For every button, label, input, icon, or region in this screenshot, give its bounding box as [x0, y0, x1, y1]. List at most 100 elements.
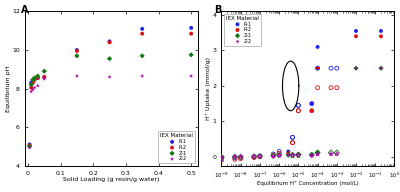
Legend: R-1, R-2, Z-1, Z-2: R-1, R-2, Z-1, Z-2	[224, 14, 261, 46]
Point	[270, 155, 276, 158]
Point	[334, 86, 340, 89]
X-axis label: Equilibrium H⁺ Concentration (mol/L): Equilibrium H⁺ Concentration (mol/L)	[257, 181, 359, 186]
Point	[276, 152, 282, 155]
Point	[270, 154, 276, 157]
R-1	[378, 29, 384, 32]
Z-1	[308, 153, 315, 156]
Point	[328, 86, 334, 89]
Point	[295, 154, 302, 157]
Point	[314, 152, 321, 156]
Point	[289, 136, 296, 139]
Point	[308, 109, 315, 112]
Z-1	[139, 54, 145, 57]
Z-2	[378, 67, 384, 70]
Point	[289, 141, 296, 144]
Point	[289, 154, 296, 157]
Point	[308, 102, 315, 105]
Point	[314, 151, 321, 154]
Z-2	[139, 74, 145, 78]
Point	[251, 155, 257, 158]
Point	[334, 151, 340, 154]
Point	[251, 155, 257, 158]
Point	[295, 153, 302, 156]
Z-2	[28, 90, 34, 93]
Y-axis label: Equilibrium pH: Equilibrium pH	[6, 65, 10, 112]
Point	[276, 154, 282, 157]
Text: B: B	[214, 5, 222, 15]
Point	[232, 158, 238, 161]
Point	[238, 157, 244, 160]
Z-2	[285, 154, 292, 157]
Z-1	[34, 74, 41, 78]
Point	[218, 155, 225, 158]
Point	[270, 152, 276, 156]
Point	[295, 109, 302, 112]
Point	[289, 154, 296, 157]
Z-1	[74, 54, 80, 57]
Point	[251, 155, 257, 158]
Point	[257, 155, 263, 158]
R-1	[188, 26, 194, 29]
Z-2	[106, 75, 113, 79]
Point	[276, 154, 282, 157]
Z-1	[378, 67, 384, 70]
Point	[308, 154, 315, 157]
X-axis label: Solid Loading (g resin/g water): Solid Loading (g resin/g water)	[63, 177, 159, 182]
Point	[295, 153, 302, 156]
R-2	[26, 144, 33, 147]
Point	[314, 86, 321, 89]
R-2	[139, 32, 145, 35]
Point	[238, 155, 244, 158]
R-2	[353, 35, 359, 38]
R-1	[139, 27, 145, 30]
R-1	[106, 40, 113, 43]
Text: A: A	[21, 5, 29, 15]
Z-1	[106, 57, 113, 60]
R-2	[34, 76, 41, 79]
Z-1	[26, 145, 33, 148]
Point	[257, 155, 263, 158]
Point	[308, 153, 315, 156]
Z-1	[285, 154, 292, 157]
Point	[334, 152, 340, 156]
Point	[218, 159, 225, 162]
Legend: R-1, R-2, Z-1, Z-2: R-1, R-2, Z-1, Z-2	[158, 132, 195, 163]
Point	[232, 156, 238, 159]
R-2	[285, 152, 292, 155]
R-1	[30, 78, 36, 81]
Point	[328, 152, 334, 156]
Point	[238, 155, 244, 158]
Point	[238, 156, 244, 159]
R-1	[285, 150, 292, 153]
R-1	[26, 143, 33, 146]
Point	[289, 154, 296, 157]
R-2	[74, 50, 80, 53]
R-2	[30, 81, 36, 84]
Z-2	[74, 74, 80, 78]
Point	[314, 67, 321, 70]
Z-2	[41, 77, 48, 80]
Point	[257, 155, 263, 158]
R-2	[31, 78, 38, 81]
Point	[334, 67, 340, 70]
Z-1	[30, 78, 36, 81]
Z-1	[353, 67, 359, 70]
Point	[289, 154, 296, 157]
Z-2	[308, 154, 315, 157]
Point	[289, 141, 296, 144]
R-2	[308, 109, 315, 112]
Z-1	[31, 76, 38, 79]
R-2	[41, 75, 48, 79]
R-1	[74, 49, 80, 52]
Point	[232, 155, 238, 158]
Z-1	[28, 83, 34, 86]
R-2	[28, 86, 34, 89]
R-2	[106, 41, 113, 44]
Point	[295, 104, 302, 107]
Point	[232, 155, 238, 158]
R-1	[41, 75, 48, 79]
R-1	[31, 77, 38, 80]
R-1	[28, 81, 34, 84]
Point	[289, 136, 296, 139]
Z-2	[34, 84, 41, 87]
